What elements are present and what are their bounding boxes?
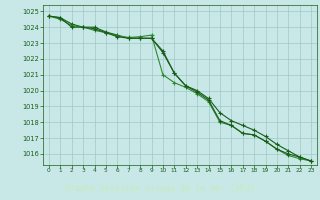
Text: Graphe pression niveau de la mer (hPa): Graphe pression niveau de la mer (hPa) bbox=[65, 184, 255, 193]
